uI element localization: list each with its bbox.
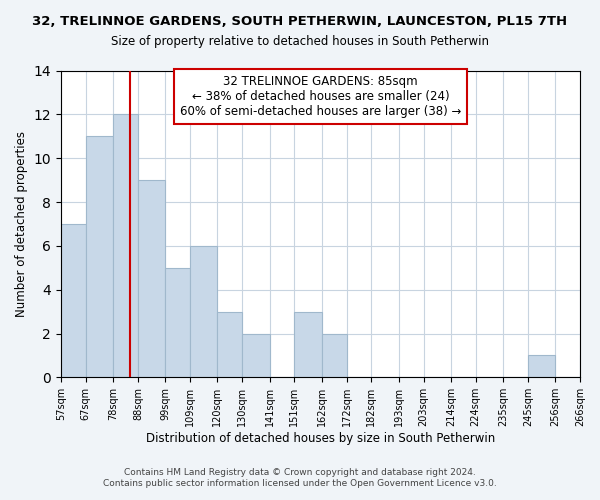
- Y-axis label: Number of detached properties: Number of detached properties: [15, 131, 28, 317]
- Bar: [113, 114, 138, 378]
- Text: Size of property relative to detached houses in South Petherwin: Size of property relative to detached ho…: [111, 35, 489, 48]
- Text: 32 TRELINNOE GARDENS: 85sqm
← 38% of detached houses are smaller (24)
60% of sem: 32 TRELINNOE GARDENS: 85sqm ← 38% of det…: [180, 75, 461, 118]
- Bar: [322, 334, 347, 378]
- Bar: [295, 312, 322, 378]
- X-axis label: Distribution of detached houses by size in South Petherwin: Distribution of detached houses by size …: [146, 432, 495, 445]
- Bar: [165, 268, 190, 378]
- Bar: [217, 312, 242, 378]
- Text: Contains HM Land Registry data © Crown copyright and database right 2024.
Contai: Contains HM Land Registry data © Crown c…: [103, 468, 497, 487]
- Bar: [61, 224, 86, 378]
- Bar: [580, 356, 600, 378]
- Text: 32, TRELINNOE GARDENS, SOUTH PETHERWIN, LAUNCESTON, PL15 7TH: 32, TRELINNOE GARDENS, SOUTH PETHERWIN, …: [32, 15, 568, 28]
- Bar: [528, 356, 555, 378]
- Bar: [138, 180, 165, 378]
- Bar: [190, 246, 217, 378]
- Bar: [242, 334, 269, 378]
- Bar: [86, 136, 113, 378]
